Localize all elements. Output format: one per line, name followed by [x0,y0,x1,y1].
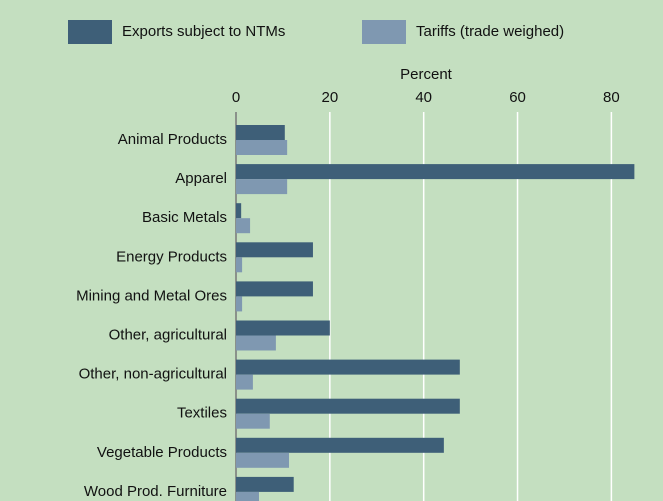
bar [236,374,253,390]
bar [236,281,313,297]
legend-swatch [362,20,406,44]
y-tick-label: Other, agricultural [109,326,227,343]
x-tick-label: 40 [415,89,432,106]
y-tick-label: Apparel [175,170,227,187]
y-tick-label: Other, non-agricultural [79,366,227,383]
legend-label: Tariffs (trade weighed) [416,23,564,40]
bar [236,398,460,414]
bar [236,125,285,140]
y-tick-label: Vegetable Products [97,444,227,461]
bar [236,257,243,273]
bar [236,179,288,195]
bar [236,452,290,468]
bar [236,437,444,453]
bar [236,203,242,219]
y-tick-label: Mining and Metal Ores [76,287,227,304]
bar [236,320,330,336]
y-tick-label: Energy Products [116,248,227,265]
bar [236,476,294,492]
legend-swatch [68,20,112,44]
x-tick-label: 20 [322,89,339,106]
bar [236,413,270,429]
y-tick-label: Wood Prod. Furniture [84,483,227,500]
bar [236,491,259,501]
x-axis-label: Percent [400,66,453,83]
bar [236,242,313,258]
y-tick-label: Textiles [177,405,227,422]
x-tick-label: 80 [603,89,620,106]
bar [236,296,243,312]
x-tick-label: 0 [232,89,240,106]
bar [236,335,276,351]
legend-label: Exports subject to NTMs [122,23,285,40]
y-tick-label: Basic Metals [142,209,227,226]
bar [236,164,635,180]
bar [236,359,460,375]
bar [236,218,251,234]
y-tick-label: Animal Products [118,131,227,148]
bar [236,140,288,155]
x-tick-label: 60 [509,89,526,106]
